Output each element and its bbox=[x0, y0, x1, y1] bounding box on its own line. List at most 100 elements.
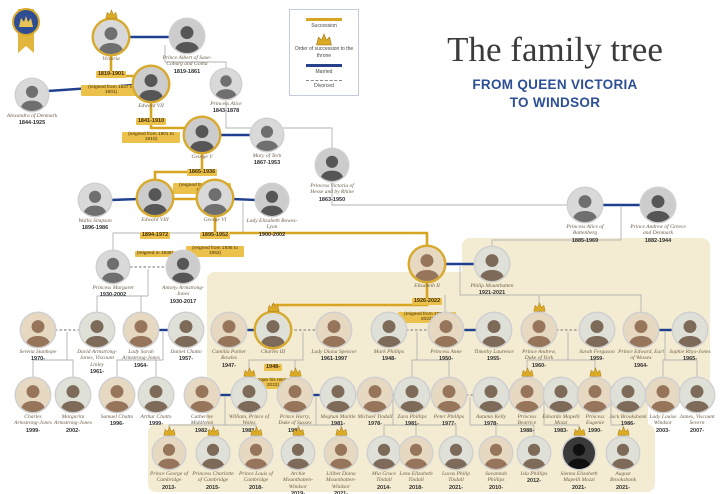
person-label: Mary of Teck 1867-1953 bbox=[241, 153, 293, 167]
person-dates: 1863-1950 bbox=[318, 196, 346, 203]
person-name: Princess Victoria of Hesse and by Rhine bbox=[310, 183, 354, 196]
person-node: Prince Harry, Duke of Sussex1984- bbox=[274, 367, 316, 434]
succession-crown-icon bbox=[508, 367, 546, 378]
person-name: Prince Andrew, Duke of York bbox=[522, 349, 556, 362]
portrait-icon bbox=[256, 313, 290, 347]
person-name: Lucas Philip Tindall bbox=[442, 471, 470, 484]
person-node: Princess Anne 1950- bbox=[424, 313, 468, 363]
person-node: James, Viscount Severn 2007- bbox=[677, 378, 717, 434]
legend-crown-icon bbox=[293, 33, 355, 46]
person-dates: 1885-1969 bbox=[571, 237, 599, 244]
person-label: Princess Victoria of Hesse and by Rhine 1… bbox=[304, 183, 360, 203]
person-dates: 2018- bbox=[408, 484, 424, 491]
succession-line-sample bbox=[306, 18, 342, 21]
person-name: Sarah Ferguson bbox=[579, 349, 615, 355]
person-label: Jack Brooksbank 1986- bbox=[609, 414, 647, 428]
person-dates: 2002- bbox=[65, 427, 81, 434]
person-dates: 1983- bbox=[553, 427, 569, 434]
legend-married-label: Married bbox=[315, 68, 333, 75]
divorced-line-sample bbox=[306, 80, 342, 81]
portrait-icon bbox=[138, 181, 172, 215]
person-node: Prince Albert of Saxe-Coburg and Gotha 18… bbox=[158, 19, 216, 75]
person-node: Autumn Kelly 1978- bbox=[472, 378, 510, 428]
person-dates: 1867-1953 bbox=[253, 160, 281, 167]
person-dates: 1948- bbox=[381, 356, 397, 363]
subtitle-line-2: TO WINDSOR bbox=[509, 94, 601, 110]
person-label: Peter Phillips 1977- bbox=[430, 414, 468, 428]
person-label: Lady Sarah Armstrong-Jones 1964- bbox=[118, 349, 164, 369]
person-dates: 1819-1861 bbox=[173, 68, 201, 75]
person-reign-note: (reigned from 1901 to 1910) bbox=[122, 131, 180, 144]
person-label: Prince Andrew of Greece and Denmark 1882-… bbox=[629, 224, 687, 244]
person-node: Zara Phillips 1981- bbox=[393, 378, 431, 428]
portrait-icon bbox=[185, 378, 219, 412]
person-label: Timothy Laurence 1955- bbox=[472, 349, 516, 363]
person-node: Meghan Markle 1981- bbox=[318, 378, 358, 428]
portrait-icon bbox=[16, 378, 50, 412]
person-dates: 1930-2017 bbox=[169, 298, 197, 305]
person-name: Edward VIII bbox=[141, 217, 169, 223]
person-dates: 2021- bbox=[615, 484, 631, 491]
person-node: Prince George of Cambridge 2013- bbox=[148, 426, 190, 491]
portrait-icon bbox=[124, 313, 158, 347]
person-name: Serena Stanhope bbox=[19, 349, 57, 355]
person-label: Meghan Markle 1981- bbox=[318, 414, 358, 428]
person-label: Sarah Ferguson 1959- bbox=[575, 349, 619, 363]
portrait-icon bbox=[100, 378, 134, 412]
person-node: Peter Phillips 1977- bbox=[430, 378, 468, 428]
person-dates: 1977- bbox=[441, 421, 457, 428]
person-dates: 1959- bbox=[589, 356, 605, 363]
person-node: Princess Victoria of Hesse and by Rhine 1… bbox=[304, 149, 360, 203]
succession-crown-icon bbox=[192, 426, 234, 437]
person-label: Philip Mountbatten 1921-2021 bbox=[465, 283, 519, 297]
person-dates: 1965- bbox=[682, 356, 698, 363]
person-name: August Brooksbank bbox=[609, 471, 637, 484]
person-dates: 1930-2002 bbox=[99, 292, 127, 299]
portrait-icon bbox=[578, 378, 612, 412]
portrait-icon bbox=[197, 437, 229, 469]
person-node: Serena Stanhope 1970- bbox=[14, 313, 62, 363]
person-label: Prince Albert of Saxe-Coburg and Gotha 18… bbox=[158, 55, 216, 75]
person-label: Autumn Kelly 1978- bbox=[472, 414, 510, 428]
person-name: Mia Grace Tindall bbox=[372, 471, 396, 484]
person-name: Philip Mountbatten bbox=[470, 283, 514, 289]
person-name: Daniel Chatto bbox=[170, 349, 202, 355]
person-node: Princess Alice of Battenberg 1885-1969 bbox=[556, 188, 614, 244]
person-name: Lady Sarah Armstrong-Jones bbox=[122, 349, 160, 362]
person-name: Catherine Middleton bbox=[190, 414, 214, 427]
person-name: Wallis Simpson bbox=[78, 218, 112, 224]
person-dates: 1882-1944 bbox=[644, 237, 672, 244]
person-node: Edoardo Mapelli Mozzi 1983- bbox=[542, 378, 580, 434]
person-dates: 2015- bbox=[205, 484, 221, 491]
portrait-icon bbox=[282, 437, 314, 469]
person-dates: 1978- bbox=[483, 421, 499, 428]
person-node: George VI 1895-1952 (reigned from 1936 to … bbox=[186, 181, 244, 259]
person-label: Prince Louis of Cambridge 2018- bbox=[235, 471, 277, 491]
person-name: Meghan Markle bbox=[320, 414, 356, 420]
person-dates: 2010- bbox=[488, 484, 504, 491]
person-label: August Brooksbank 2021- bbox=[603, 471, 643, 491]
person-label: Edward VII 1841-1910 (reigned from 1901 to… bbox=[122, 103, 180, 145]
person-dates: 1921-2021 bbox=[478, 290, 506, 297]
person-dates: 1841-1910 bbox=[135, 118, 167, 125]
person-dates: 1900-2002 bbox=[258, 231, 286, 238]
portrait-icon bbox=[256, 184, 288, 216]
person-node: Lady Diana Spencer 1961-1997 bbox=[311, 313, 357, 363]
person-node: Lilibet Diana Mountbatten-Windsor 2021- bbox=[320, 426, 362, 494]
person-dates: 2012- bbox=[526, 478, 542, 485]
person-label: Antony Armstrong-Jones 1930-2017 bbox=[157, 285, 209, 305]
portrait-icon bbox=[21, 313, 55, 347]
person-label: Prince Andrew, Duke of York 1960- bbox=[516, 349, 562, 369]
person-reign-note: (reigned from 1837 to 1901) bbox=[81, 84, 141, 97]
person-dates: 1961- bbox=[89, 368, 105, 375]
person-name: Prince Louis of Cambridge bbox=[239, 471, 273, 484]
portrait-icon bbox=[169, 313, 203, 347]
portrait-icon bbox=[198, 181, 232, 215]
person-node: Michael Tindall 1978- bbox=[356, 378, 394, 428]
person-label: Princess Alice of Battenberg 1885-1969 bbox=[556, 224, 614, 244]
person-dates: 1981- bbox=[404, 421, 420, 428]
person-name: Sienna Elizabeth Mapelli Mozzi bbox=[560, 471, 598, 484]
person-node: Prince Edward, Earl of Wessex 1964- bbox=[618, 313, 664, 369]
person-node: Timothy Laurence 1955- bbox=[472, 313, 516, 363]
legend-succession-label: Succession bbox=[311, 23, 337, 29]
